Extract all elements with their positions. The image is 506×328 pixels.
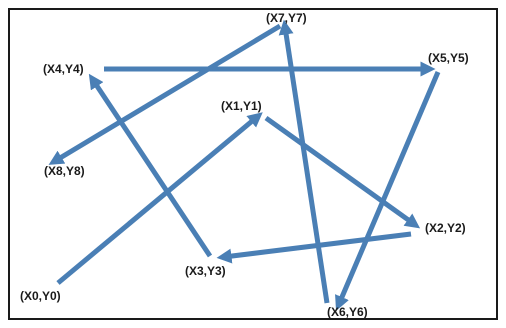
point-label-7: (X7,Y7) — [266, 11, 307, 25]
arrow-6-to-7 — [278, 19, 330, 304]
point-label-1: (X1,Y1) — [221, 99, 262, 113]
arrow-3-to-4 — [88, 73, 213, 258]
point-label-8: (X8,Y8) — [44, 164, 85, 178]
arrow-5-to-6 — [335, 71, 441, 311]
point-label-5: (X5,Y5) — [428, 51, 469, 65]
arrow-0-to-1 — [56, 112, 263, 285]
arrow-group — [48, 19, 441, 311]
point-label-4: (X4,Y4) — [43, 62, 84, 76]
point-label-2: (X2,Y2) — [425, 221, 466, 235]
point-label-6: (X6,Y6) — [327, 305, 368, 319]
arrow-7-to-8 — [48, 23, 282, 165]
point-label-3: (X3,Y3) — [185, 264, 226, 278]
point-label-0: (X0,Y0) — [20, 289, 61, 303]
point-labels: (X0,Y0) (X1,Y1) (X2,Y2) (X3,Y3) (X4,Y4) … — [20, 11, 469, 319]
arrow-1-to-2 — [264, 115, 421, 229]
frame-border — [8, 8, 498, 320]
